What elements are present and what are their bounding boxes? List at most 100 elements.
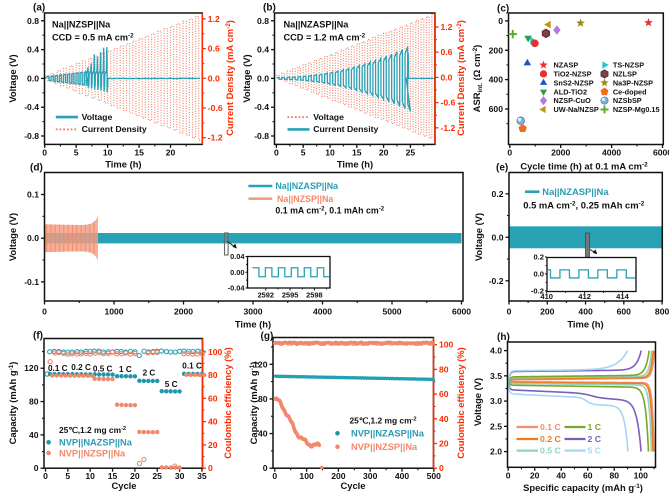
svg-text:30: 30 [175, 471, 185, 481]
svg-text:2592: 2592 [258, 291, 274, 300]
svg-text:1.2: 1.2 [208, 14, 220, 24]
svg-text:Voltage (V): Voltage (V) [473, 213, 484, 261]
svg-text:0.0: 0.0 [27, 73, 39, 83]
svg-text:600: 600 [489, 104, 504, 114]
svg-text:Current Density: Current Density [313, 124, 378, 134]
svg-text:6000: 6000 [653, 148, 669, 158]
svg-text:20: 20 [530, 470, 540, 480]
svg-text:NZLSP: NZLSP [613, 70, 637, 79]
svg-text:-0.2: -0.2 [531, 286, 544, 295]
svg-text:NVP||NAZSP||Na: NVP||NAZSP||Na [59, 437, 133, 447]
svg-text:-0.6: -0.6 [441, 98, 456, 108]
svg-text:0: 0 [42, 147, 47, 157]
svg-text:0.0: 0.0 [441, 72, 453, 82]
svg-text:0.2 C: 0.2 C [71, 363, 91, 372]
svg-text:(b): (b) [263, 3, 276, 14]
svg-text:0.5 C: 0.5 C [540, 446, 561, 456]
svg-text:(g): (g) [261, 331, 274, 342]
svg-text:Voltage: Voltage [313, 112, 344, 122]
svg-text:800: 800 [655, 306, 669, 316]
svg-text:UW-Na/NZSP: UW-Na/NZSP [554, 105, 599, 114]
svg-text:-1.2: -1.2 [441, 123, 456, 133]
svg-text:20: 20 [379, 147, 389, 157]
svg-text:20: 20 [439, 439, 449, 449]
svg-text:(d): (d) [30, 163, 43, 174]
svg-text:CCD = 0.5 mA cm-2​: CCD = 0.5 mA cm-2​ [52, 33, 134, 43]
svg-text:5: 5 [65, 471, 70, 481]
svg-text:Na||NZASP||Na: Na||NZASP||Na [284, 20, 350, 30]
svg-text:25℃,1.2 mg cm-2​: 25℃,1.2 mg cm-2​ [350, 416, 417, 426]
svg-text:200: 200 [489, 45, 504, 55]
svg-text:15: 15 [108, 471, 118, 481]
svg-text:4000: 4000 [602, 148, 621, 158]
svg-text:1000: 1000 [104, 306, 123, 316]
svg-text:Time (h): Time (h) [567, 319, 603, 330]
svg-text:40: 40 [208, 417, 218, 427]
svg-text:0.2: 0.2 [533, 253, 544, 262]
svg-text:1 C: 1 C [588, 422, 602, 432]
svg-text:80: 80 [439, 364, 449, 374]
svg-text:0: 0 [208, 463, 213, 473]
svg-text:200: 200 [540, 306, 555, 316]
svg-text:Voltage (V): Voltage (V) [241, 54, 252, 102]
svg-text:-0.6: -0.6 [208, 103, 223, 113]
svg-text:0.4: 0.4 [257, 45, 269, 55]
svg-text:3000: 3000 [243, 306, 262, 316]
svg-text:100: 100 [208, 347, 223, 357]
svg-text:Capacity (mAh g-1​): Capacity (mAh g-1​) [248, 362, 259, 445]
svg-text:Na||NZASP||Na: Na||NZASP||Na [542, 186, 609, 197]
svg-text:412: 412 [578, 292, 591, 301]
svg-text:0.0: 0.0 [492, 232, 504, 242]
svg-text:(f): (f) [33, 331, 43, 342]
svg-text:Voltage: Voltage [82, 112, 113, 122]
svg-text:Coulombic efficiency (%): Coulombic efficiency (%) [222, 347, 233, 458]
svg-text:5: 5 [74, 147, 79, 157]
svg-text:0.0: 0.0 [533, 270, 544, 279]
svg-text:80: 80 [29, 397, 39, 407]
svg-text:35: 35 [197, 471, 207, 481]
svg-text:-0.8: -0.8 [24, 131, 39, 141]
svg-text:0: 0 [272, 471, 277, 481]
svg-text:0.0: 0.0 [257, 73, 269, 83]
svg-text:Voltage (V): Voltage (V) [472, 378, 483, 426]
svg-text:NVP||NZSP||Na: NVP||NZSP||Na [351, 442, 418, 452]
svg-text:NZSP-Mg0.15: NZSP-Mg0.15 [613, 105, 660, 114]
svg-text:25℃,1.2 mg cm-2​: 25℃,1.2 mg cm-2​ [59, 425, 126, 435]
svg-text:5 C: 5 C [588, 446, 602, 456]
svg-text:Coulombic efficiency (%): Coulombic efficiency (%) [455, 347, 466, 458]
svg-text:0: 0 [507, 306, 512, 316]
svg-text:Cycle time (h) at 0.1 mA cm-2: Cycle time (h) at 0.1 mA cm-2​ [520, 161, 648, 172]
svg-text:414: 414 [616, 292, 629, 301]
svg-text:10: 10 [103, 147, 113, 157]
svg-text:-0.2: -0.2 [489, 276, 504, 286]
svg-text:2000: 2000 [174, 306, 193, 316]
svg-text:15: 15 [352, 147, 362, 157]
svg-text:0.5 C: 0.5 C [93, 364, 113, 373]
svg-text:60: 60 [208, 393, 218, 403]
svg-text:400: 400 [578, 306, 593, 316]
svg-text:25: 25 [152, 471, 162, 481]
svg-text:Cycle: Cycle [111, 480, 136, 491]
svg-text:0: 0 [43, 471, 48, 481]
svg-text:2595: 2595 [282, 291, 298, 300]
svg-text:400: 400 [489, 75, 504, 85]
svg-text:60: 60 [439, 389, 449, 399]
svg-text:0.2: 0.2 [492, 189, 504, 199]
svg-text:10: 10 [325, 147, 335, 157]
svg-text:Na||NZSP||Na: Na||NZSP||Na [277, 194, 333, 204]
svg-text:5000: 5000 [382, 306, 401, 316]
svg-text:40: 40 [29, 430, 39, 440]
svg-text:0.2 C: 0.2 C [540, 434, 561, 444]
svg-text:2.0: 2.0 [490, 447, 502, 457]
svg-text:NVP||NZASP||Na: NVP||NZASP||Na [351, 428, 425, 438]
svg-text:100: 100 [299, 471, 314, 481]
svg-text:2.5: 2.5 [490, 421, 502, 431]
svg-text:(c): (c) [497, 3, 509, 14]
svg-text:(e): (e) [496, 163, 508, 174]
svg-text:25: 25 [406, 147, 416, 157]
svg-text:40: 40 [556, 470, 566, 480]
svg-text:Na||NZSP||Na: Na||NZSP||Na [52, 20, 111, 30]
svg-text:100: 100 [439, 340, 454, 350]
svg-text:Time (h): Time (h) [105, 159, 141, 170]
svg-text:4.0: 4.0 [490, 346, 502, 356]
